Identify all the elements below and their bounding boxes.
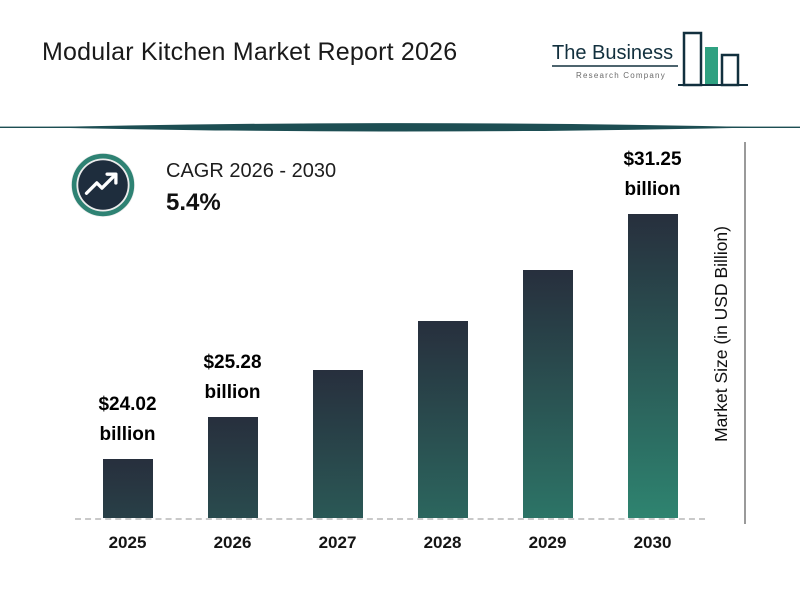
- cagr-badge: CAGR 2026 - 2030 5.4%: [70, 152, 336, 218]
- bar-value-label: $24.02 billion: [58, 390, 198, 449]
- bar-value-unit: billion: [624, 178, 681, 200]
- y-axis-line: [744, 142, 746, 524]
- bar-column-2027: [285, 150, 390, 518]
- divider-line: [0, 123, 800, 132]
- bar-2029: [522, 270, 573, 518]
- cagr-label: CAGR 2026 - 2030: [166, 160, 337, 182]
- bar-column-2026: $25.28 billion: [180, 150, 285, 518]
- bar-value-label: $31.25 billion: [583, 145, 723, 204]
- y-axis-label: Market Size (in USD Billion): [710, 226, 731, 442]
- bar-value-amount: $25.28: [203, 352, 262, 374]
- y-axis: Market Size (in USD Billion): [703, 150, 739, 518]
- bar-column-2025: $24.02 billion: [75, 150, 180, 518]
- plot-area: $24.02 billion $25.28 billion $31.25 billion: [75, 149, 705, 518]
- bar-2026: [207, 417, 258, 518]
- x-tick-2030: 2030: [633, 533, 672, 552]
- bar-value-label: $25.28 billion: [163, 348, 303, 407]
- bar-value-unit: billion: [99, 423, 156, 445]
- bar-column-2030: $31.25 billion: [600, 149, 705, 518]
- logo-bars-icon: [678, 31, 748, 87]
- x-tick-2028: 2028: [423, 533, 462, 552]
- bar-2025: [102, 459, 153, 518]
- chart-baseline: [75, 518, 705, 520]
- bar-2030: [627, 214, 678, 518]
- bar-2027: [312, 370, 363, 518]
- bar-column-2029: [495, 150, 600, 518]
- bar-value-unit: billion: [204, 381, 261, 403]
- bar-value-amount: $24.02: [98, 394, 157, 416]
- x-tick-2029: 2029: [528, 533, 567, 552]
- cagr-text: CAGR 2026 - 2030 5.4%: [166, 152, 336, 217]
- trend-up-icon: [71, 153, 135, 217]
- bar-value-amount: $31.25: [623, 149, 682, 171]
- x-axis-ticks: 2025 2026 2027 2028 2029 2030: [75, 533, 705, 553]
- logo-text-line1: The Business: [552, 42, 673, 64]
- page-title: Modular Kitchen Market Report 2026: [42, 38, 458, 66]
- logo-text-line2: Research Company: [576, 71, 666, 80]
- x-tick-2025: 2025: [108, 533, 147, 552]
- bar-column-2028: [390, 150, 495, 518]
- company-logo: The Business Research Company: [552, 31, 748, 87]
- bar-chart: $24.02 billion $25.28 billion $31.25 billion …: [75, 149, 705, 553]
- cagr-value: 5.4%: [166, 189, 221, 216]
- bar-2028: [417, 321, 468, 518]
- x-tick-2026: 2026: [213, 533, 252, 552]
- x-tick-2027: 2027: [318, 533, 357, 552]
